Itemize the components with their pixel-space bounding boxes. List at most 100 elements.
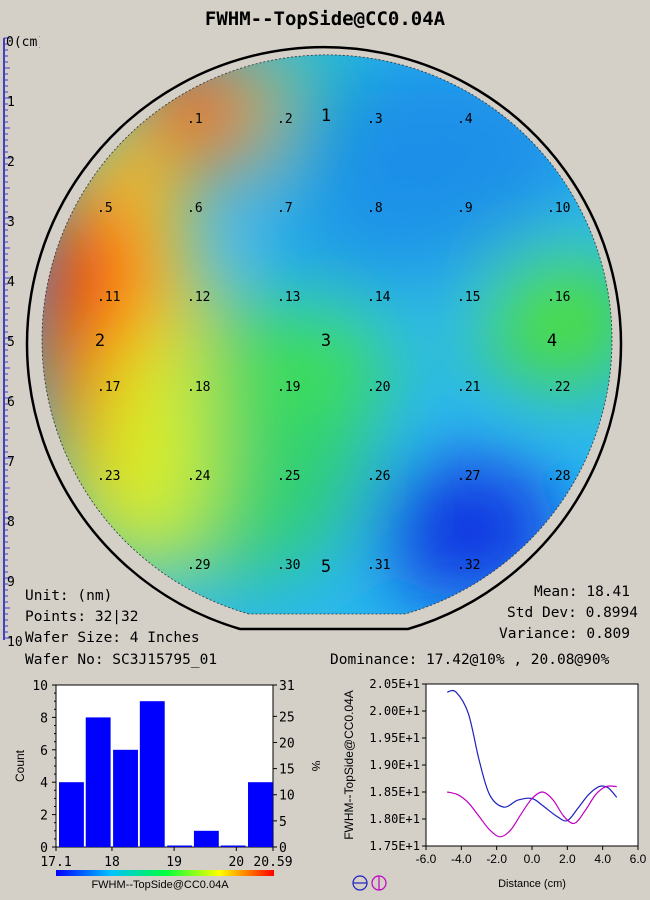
ruler-label: 2 bbox=[7, 155, 15, 170]
line-plot-area bbox=[425, 683, 639, 847]
line-ytick-label: 1.75E+1 bbox=[369, 839, 420, 853]
histogram-bar bbox=[85, 717, 111, 847]
measurement-point: .21 bbox=[457, 380, 480, 395]
line-ytick-label: 2.05E+1 bbox=[369, 677, 420, 691]
line-xtick-label: -6.0 bbox=[416, 852, 437, 866]
histogram-bar bbox=[59, 782, 84, 847]
measurement-point: .24 bbox=[187, 469, 211, 484]
measurement-point: .16 bbox=[547, 290, 570, 305]
hist-xtick-label: 17.1 bbox=[40, 855, 71, 870]
line-xtick-label: 6.0 bbox=[630, 852, 647, 866]
ruler-label: 0(cm) bbox=[6, 35, 40, 50]
measurement-point: .10 bbox=[547, 201, 570, 216]
region-label: 3 bbox=[321, 331, 331, 351]
measurement-point: .7 bbox=[277, 201, 293, 216]
hist-y2tick-label: 10 bbox=[279, 789, 295, 804]
measurement-point: .5 bbox=[97, 201, 113, 216]
hist-ytick-label: 6 bbox=[40, 744, 48, 759]
measurement-point: .13 bbox=[277, 290, 300, 305]
measurement-point: .22 bbox=[547, 380, 570, 395]
measurement-point: .32 bbox=[457, 558, 480, 573]
hist-y2tick-label: 25 bbox=[279, 710, 295, 725]
hist-y2tick-label: 31 bbox=[279, 679, 295, 694]
ruler-label: 3 bbox=[7, 215, 15, 230]
wafer-map: .1 .2 .3 .4 .5 .6 .7 .8 .9 .10 .11 .12 .13 .14 .15 .16.… bbox=[25, 45, 623, 631]
histogram-bar bbox=[139, 701, 165, 847]
region-label: 1 bbox=[321, 106, 331, 126]
line-ytick-label: 1.95E+1 bbox=[369, 731, 420, 745]
measurement-point: .12 bbox=[187, 290, 210, 305]
measurement-point: .27 bbox=[457, 469, 480, 484]
hist-ytick-label: 8 bbox=[40, 711, 48, 726]
hist-ytick-label: 4 bbox=[40, 776, 48, 791]
measurement-point: .11 bbox=[97, 290, 120, 305]
hist-y2label: % bbox=[309, 761, 320, 772]
line-profile-chart: 1.75E+1 1.80E+1 1.85E+1 1.90E+1 1.95E+1 2.00E… bbox=[342, 677, 647, 891]
hist-ytick-label: 2 bbox=[40, 809, 48, 824]
hist-xtick-label: 20 bbox=[228, 855, 244, 870]
ruler-label: 9 bbox=[7, 575, 15, 590]
region-label: 4 bbox=[547, 331, 557, 351]
measurement-point: .30 bbox=[277, 558, 300, 573]
ruler-label: 7 bbox=[7, 455, 15, 470]
measurement-point: .2 bbox=[277, 112, 293, 127]
hist-xtick-label: 19 bbox=[166, 855, 182, 870]
std-dev-label: Std Dev: 0.8994 bbox=[507, 605, 638, 621]
line-xtick-label: 0.0 bbox=[524, 852, 541, 866]
points-label: Points: 32|32 bbox=[25, 609, 139, 625]
line-xlabel: Distance (cm) bbox=[498, 878, 566, 890]
hist-ytick-label: 0 bbox=[40, 841, 48, 856]
line-xtick-label: 4.0 bbox=[594, 852, 611, 866]
histogram-bar bbox=[193, 830, 219, 847]
measurement-point: .1 bbox=[187, 112, 203, 127]
measurement-point: .23 bbox=[97, 469, 120, 484]
line-ytick-label: 2.00E+1 bbox=[369, 704, 420, 718]
wafer-size-label: Wafer Size: 4 Inches bbox=[25, 630, 200, 646]
measurement-point: .17 bbox=[97, 380, 120, 395]
line-ytick-label: 1.90E+1 bbox=[369, 758, 420, 772]
measurement-point: .8 bbox=[367, 201, 383, 216]
histogram-chart: 0 2 4 6 8 10 0 5 10 15 20 25 31 17.1 18 19 20 20.59 FWHM-… bbox=[13, 679, 320, 891]
line-ytick-label: 1.80E+1 bbox=[369, 812, 420, 826]
region-label: 5 bbox=[321, 557, 331, 577]
hist-ytick-label: 10 bbox=[32, 679, 48, 694]
line-series-2 bbox=[447, 785, 617, 838]
measurement-point: .6 bbox=[187, 201, 203, 216]
circle-minus-icon[interactable] bbox=[352, 875, 368, 891]
line-series-1 bbox=[447, 689, 618, 822]
hist-xtick-label: 20.59 bbox=[253, 855, 292, 870]
measurement-point: .20 bbox=[367, 380, 390, 395]
measurement-point: .4 bbox=[457, 112, 473, 127]
chart-title: FWHM--TopSide@CC0.04A bbox=[204, 8, 446, 30]
measurement-point: .19 bbox=[277, 380, 300, 395]
measurement-point: .9 bbox=[457, 201, 473, 216]
mean-label: Mean: 18.41 bbox=[533, 584, 630, 600]
wafer-no-label: Wafer No: SC3J15795_01 bbox=[25, 652, 218, 668]
measurement-point: .14 bbox=[367, 290, 391, 305]
measurement-point: .18 bbox=[187, 380, 210, 395]
hist-y2tick-label: 5 bbox=[279, 815, 287, 830]
line-xtick-label: -2.0 bbox=[486, 852, 507, 866]
ruler-label: 8 bbox=[7, 515, 15, 530]
measurement-point: .26 bbox=[367, 469, 390, 484]
measurement-point: .28 bbox=[547, 469, 570, 484]
hist-ylabel: Count bbox=[13, 749, 27, 782]
measurement-point: .29 bbox=[187, 558, 210, 573]
heatmap bbox=[42, 54, 612, 614]
ruler-label: 6 bbox=[7, 395, 15, 410]
ruler-label: 4 bbox=[7, 275, 15, 290]
line-xtick-label: 2.0 bbox=[559, 852, 576, 866]
histogram-bar bbox=[220, 845, 246, 847]
ruler-label: 1 bbox=[7, 95, 15, 110]
hist-xtick-label: 18 bbox=[104, 855, 120, 870]
measurement-point: .25 bbox=[277, 469, 300, 484]
colorbar-label: FWHM--TopSide@CC0.04A bbox=[91, 879, 229, 891]
dominance-label: Dominance: 17.42@10% , 20.08@90% bbox=[330, 652, 610, 668]
region-label: 2 bbox=[95, 331, 105, 351]
measurement-point: .31 bbox=[367, 558, 390, 573]
circle-bar-icon[interactable] bbox=[371, 875, 387, 891]
variance-label: Variance: 0.809 bbox=[499, 626, 630, 642]
ruler-label: 10 bbox=[7, 635, 23, 650]
histogram-bar bbox=[113, 749, 138, 847]
hist-y2tick-label: 0 bbox=[279, 841, 287, 856]
